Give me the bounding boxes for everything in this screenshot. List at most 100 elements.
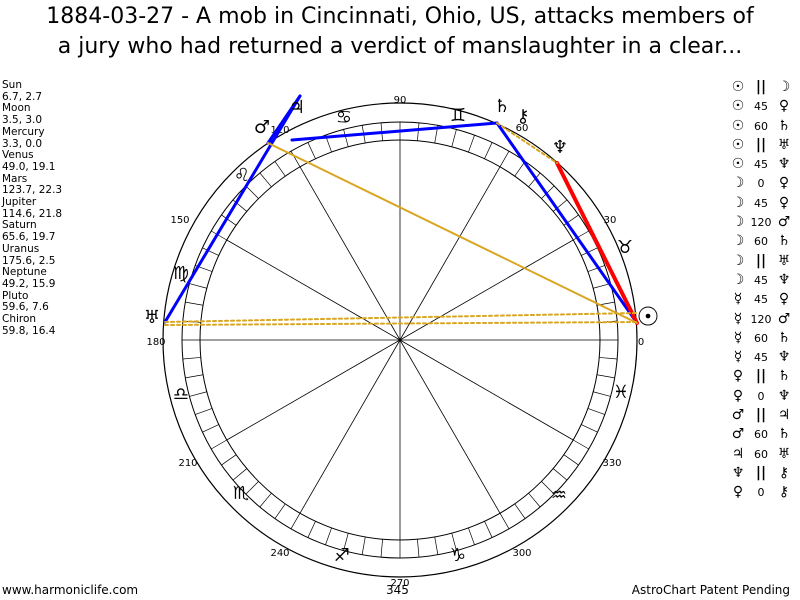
aspect-planet-2: ♄: [777, 329, 791, 346]
degree-label: 300: [512, 548, 531, 559]
aspect-line-square: [290, 121, 499, 142]
aspect-planet-2: ♆: [777, 271, 791, 288]
aspect-row: ☽ 120 ♂: [728, 213, 794, 232]
wheel-tick: [182, 357, 201, 360]
aspect-row: ☿ 60 ♄: [728, 329, 794, 348]
gemini-sign-icon: ♊: [450, 105, 466, 126]
wheel-tick: [202, 424, 219, 433]
aspect-row: ☉ 45 ♆: [728, 155, 794, 174]
wheel-tick: [451, 129, 457, 147]
aspect-row: ☿ 45 ♆: [728, 348, 794, 367]
degree-label: 180: [146, 337, 165, 348]
leo-sign-icon: ♌: [234, 165, 250, 186]
footer-website: www.harmoniclife.com: [2, 583, 139, 597]
wheel-tick: [596, 374, 615, 379]
wheel-tick: [514, 161, 526, 177]
planet-name: Mars: [2, 172, 28, 185]
aspect-planet-2: ♄: [777, 233, 791, 250]
wheel-outer-circle: [162, 102, 638, 578]
wheel-tick: [552, 199, 568, 212]
aspect-type: 60: [754, 235, 768, 249]
aspect-type: 120: [750, 216, 772, 230]
aspect-row: ☿ 45 ♀: [728, 290, 794, 309]
aspect-type: 60: [754, 428, 768, 442]
aspect-type: 0: [757, 486, 765, 500]
wheel-tick: [484, 521, 493, 538]
aspect-row: ☉ || ☽: [728, 78, 794, 97]
wheel-spoke: [299, 339, 401, 514]
aspect-planet-2: ♄: [777, 368, 791, 385]
wheel-spoke: [399, 239, 574, 341]
wheel-spoke: [399, 166, 501, 341]
aspect-type: 45: [754, 196, 768, 210]
wheel-tick: [587, 408, 605, 415]
wheel-tick: [573, 439, 589, 450]
wheel-spoke: [399, 339, 501, 514]
aspect-row: ☉ 60 ♄: [728, 117, 794, 136]
aspect-line-conjunction: [555, 161, 639, 325]
aspect-line-square: [266, 94, 302, 145]
planet-name: Moon: [2, 102, 31, 115]
wheel-tick: [581, 247, 598, 256]
planet-name: Saturn: [2, 219, 37, 232]
degree-label: 330: [602, 458, 621, 469]
saturn-planet-icon: ♄: [494, 96, 510, 117]
wheel-tick: [195, 408, 213, 415]
wheel-tick: [259, 492, 272, 508]
aspect-planet-2: ⚷: [778, 484, 790, 501]
aspect-planet-2: ♅: [777, 252, 791, 269]
virgo-sign-icon: ♍: [173, 263, 189, 284]
wheel-tick: [185, 374, 204, 379]
wheel-tick: [484, 142, 493, 159]
footer-patent: AstroChart Patent Pending: [631, 583, 790, 597]
aspect-list: ☉ || ☽ ☉ 45 ♀ ☉ 60 ♄ ☉ || ♅ ☉ 45 ♆ ☽ 0 ♀ ☽ 45 ♀ ☽ 120 ♂ ☽ 60 ♄ ☽ || ♅…: [728, 78, 794, 503]
mars-planet-icon: ♂: [254, 117, 270, 138]
wheel-tick: [307, 521, 316, 538]
wheel-tick: [189, 391, 207, 397]
aspect-planet-1: ☿: [733, 310, 743, 327]
aspect-planet-1: ♃: [731, 445, 745, 462]
wheel-tick: [245, 481, 259, 495]
wheel-tick: [343, 129, 349, 147]
aspect-type: 60: [754, 119, 768, 133]
aspect-row: ☽ || ♅: [728, 252, 794, 271]
aspect-planet-1: ☉: [731, 136, 745, 153]
wheel-tick: [290, 513, 301, 529]
jupiter-planet-icon: ♃: [289, 97, 305, 118]
wheel-tick: [587, 265, 605, 272]
aspect-planet-2: ♆: [777, 349, 791, 366]
wheel-tick: [573, 230, 589, 241]
aspect-type: 60: [754, 447, 768, 461]
aspect-planet-1: ☉: [731, 79, 745, 95]
aquarius-sign-icon: ♒: [551, 485, 567, 506]
wheel-tick: [581, 424, 598, 433]
aspect-type: 0: [757, 177, 765, 191]
aspect-planet-1: ♀: [732, 387, 744, 404]
wheel-tick: [468, 135, 475, 153]
degree-label: 60: [516, 123, 529, 134]
aspect-line-square: [163, 94, 302, 324]
planet-name: Jupiter: [2, 196, 37, 209]
cancer-sign-icon: ♋: [336, 107, 352, 128]
aspect-planet-2: ♄: [777, 117, 791, 134]
aspect-type: 45: [754, 158, 768, 172]
planet-name: Chiron: [2, 313, 37, 326]
aspect-row: ☽ 45 ♆: [728, 271, 794, 290]
aspect-type: ||: [755, 368, 767, 385]
wheel-tick: [528, 492, 541, 508]
wheel-tick: [343, 533, 349, 551]
wheel-tick: [325, 527, 332, 545]
wheel-tick: [593, 391, 611, 397]
aspect-row: ♀ 0 ⚷: [728, 483, 794, 502]
aspect-row: ☉ 45 ♀: [728, 97, 794, 116]
sagittarius-sign-icon: ♐: [334, 545, 350, 566]
aspect-planet-1: ☽: [731, 214, 745, 231]
aspect-planet-2: ♂: [777, 214, 791, 231]
chart-title-line-2: a jury who had returned a verdict of man…: [57, 34, 743, 59]
aspect-planet-1: ♆: [731, 464, 745, 481]
planet-values: 59.6, 7.6: [2, 301, 49, 314]
aspect-planet-1: ☽: [731, 252, 745, 269]
aspect-row: ♂ 60 ♄: [728, 425, 794, 444]
aspect-type: 45: [754, 351, 768, 365]
aspect-planet-1: ☽: [731, 175, 745, 192]
